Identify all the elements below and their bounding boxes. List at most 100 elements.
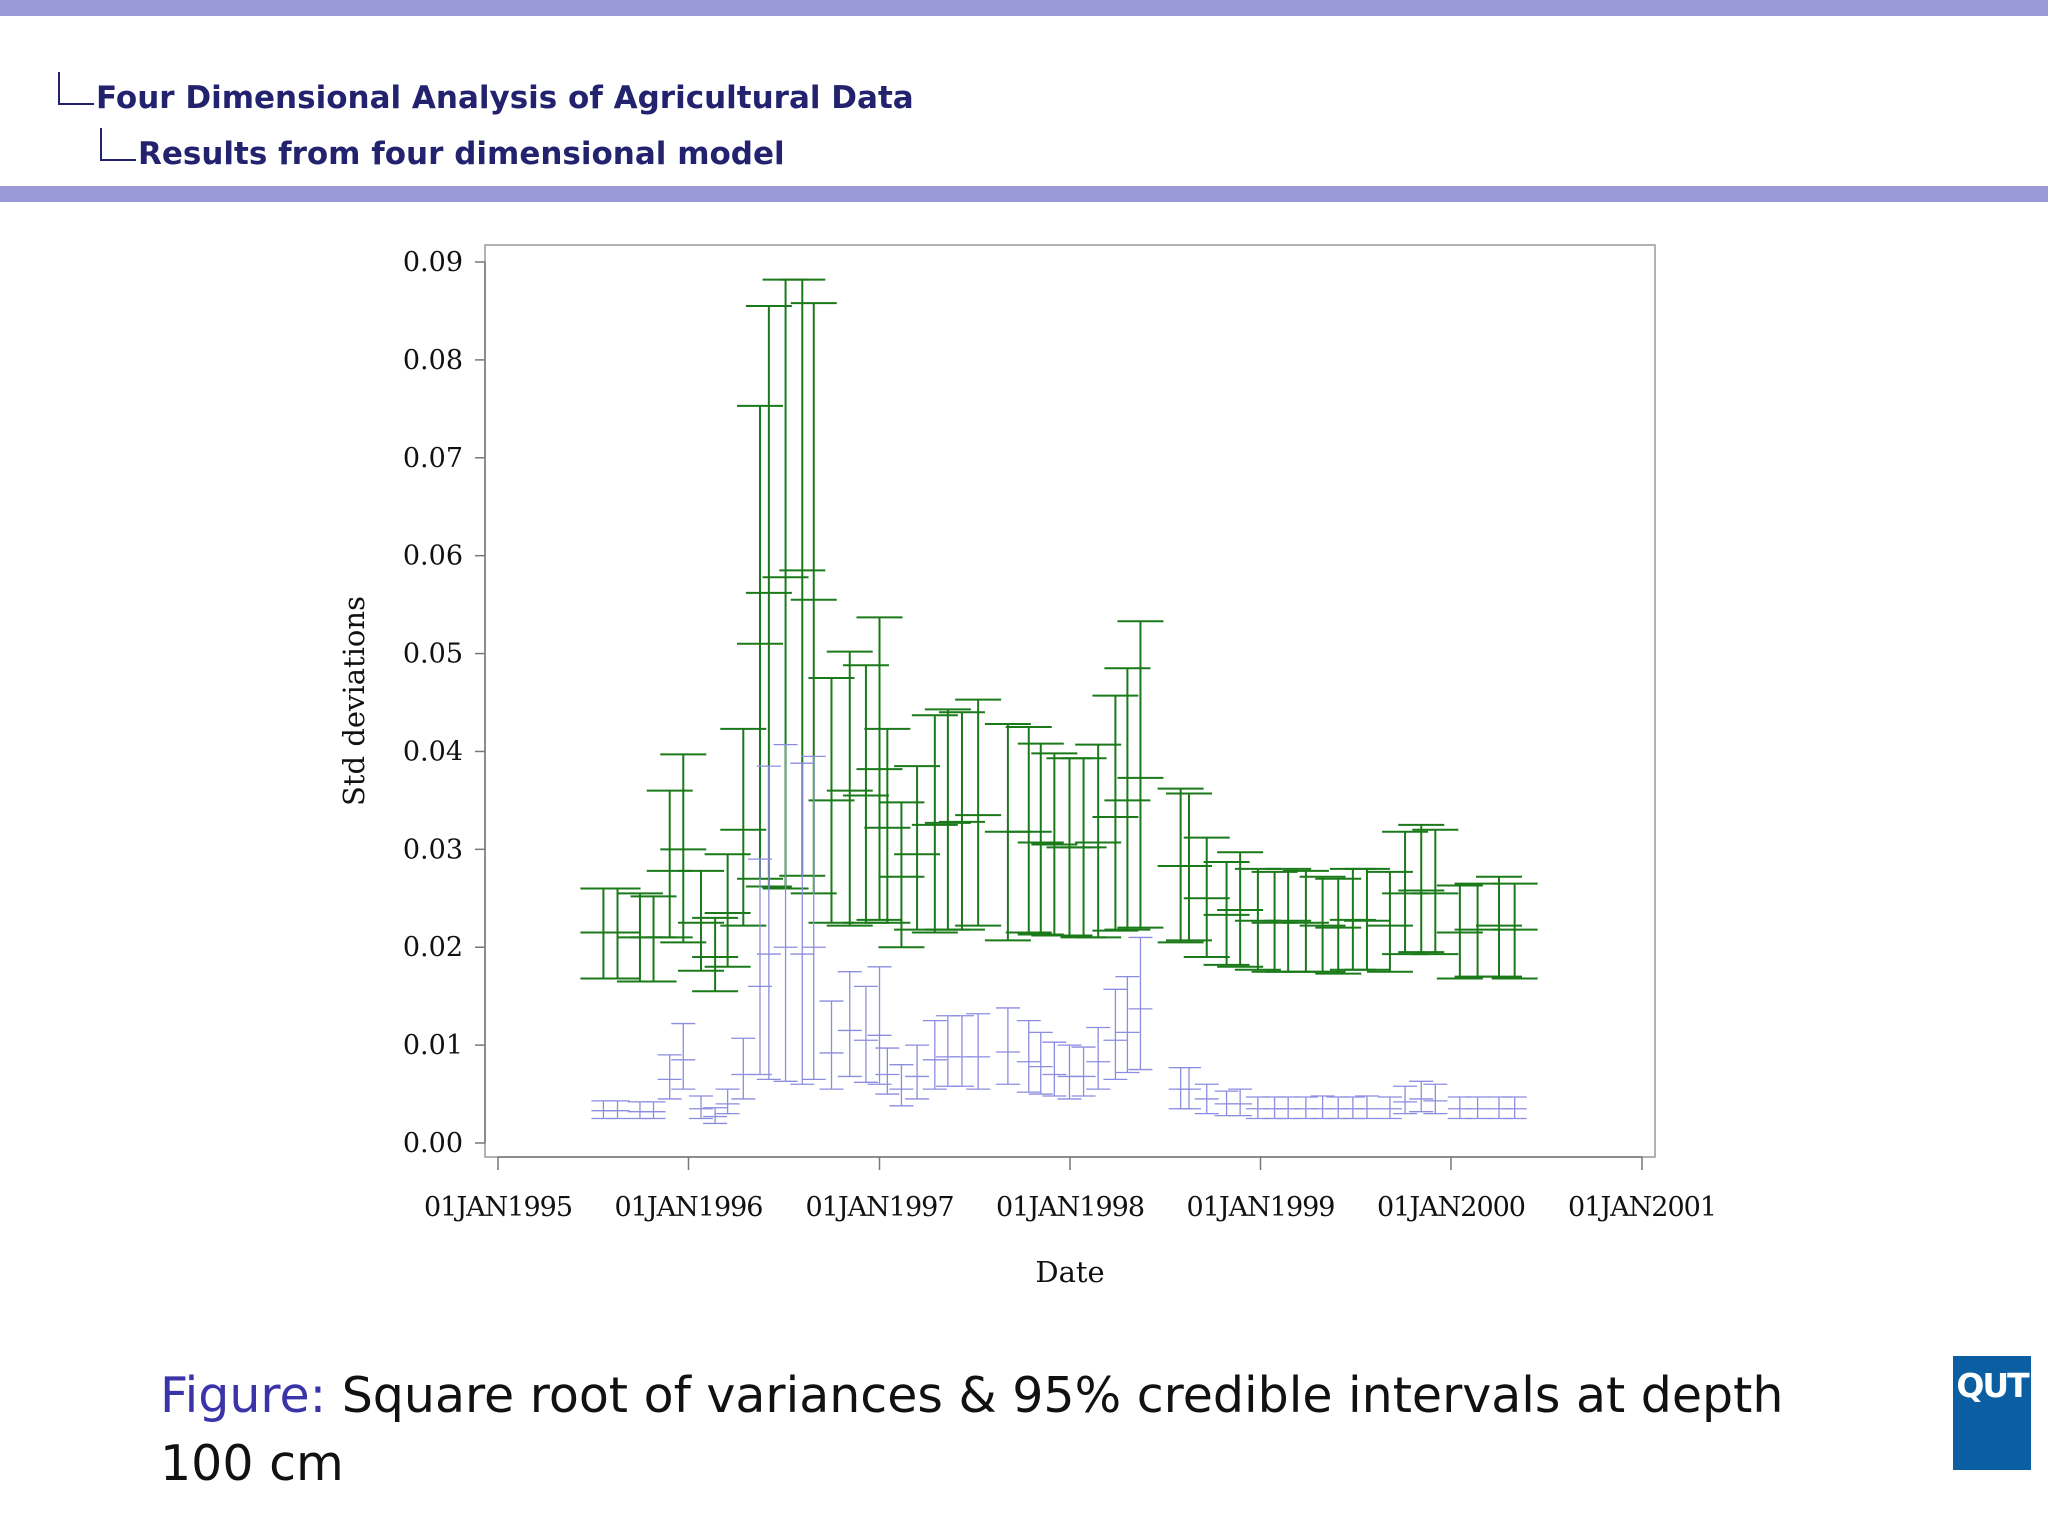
error-bar bbox=[1028, 1031, 1053, 1095]
error-bar bbox=[875, 1047, 900, 1095]
error-bar bbox=[1176, 1066, 1201, 1110]
x-axis-label: Date bbox=[1035, 1255, 1104, 1289]
error-bar bbox=[1487, 1096, 1511, 1120]
error-bar bbox=[1075, 743, 1122, 939]
y-tick-label: 0.00 bbox=[403, 1128, 463, 1159]
error-bar bbox=[689, 1095, 714, 1120]
error-bar bbox=[1491, 882, 1538, 980]
error-bar bbox=[819, 1000, 844, 1090]
caption-label: Figure: bbox=[160, 1367, 327, 1424]
y-tick-label: 0.01 bbox=[403, 1030, 463, 1061]
error-bar bbox=[966, 1013, 991, 1090]
error-bar bbox=[1217, 851, 1264, 968]
error-bar bbox=[1465, 1096, 1490, 1120]
error-bar bbox=[1086, 1026, 1111, 1090]
tree-connector bbox=[100, 128, 136, 161]
error-bar bbox=[1409, 1080, 1434, 1113]
error-bar bbox=[1398, 823, 1445, 954]
error-bar bbox=[773, 743, 798, 1082]
x-tick-label: 01JAN1995 bbox=[424, 1192, 572, 1223]
y-tick-label: 0.02 bbox=[403, 932, 463, 963]
error-bar bbox=[1203, 861, 1250, 966]
error-bar bbox=[1057, 1044, 1082, 1100]
error-bar bbox=[1016, 1019, 1041, 1093]
error-bar bbox=[1165, 792, 1212, 942]
header-bottom-bar bbox=[0, 186, 2048, 202]
x-tick-label: 01JAN1998 bbox=[996, 1192, 1144, 1223]
error-bar bbox=[894, 765, 941, 931]
y-tick-label: 0.05 bbox=[403, 639, 463, 670]
qut-logo: QUT bbox=[1953, 1356, 2031, 1470]
x-axis: 01JAN1995 01JAN1996 01JAN1997 01JAN1998 01JA… bbox=[424, 1156, 1717, 1223]
error-bar bbox=[1071, 1046, 1096, 1097]
subsection-title: Results from four dimensional model bbox=[138, 136, 785, 172]
error-bar bbox=[1005, 725, 1052, 934]
error-bar bbox=[627, 1101, 652, 1120]
series-2 bbox=[591, 743, 1527, 1125]
error-bar bbox=[657, 1054, 682, 1100]
error-bar bbox=[1354, 1095, 1379, 1120]
error-bar bbox=[808, 677, 855, 924]
error-bar bbox=[924, 708, 971, 931]
error-bar bbox=[1423, 1083, 1448, 1115]
error-bar bbox=[731, 1037, 756, 1100]
y-tick-label: 0.07 bbox=[403, 443, 463, 474]
error-bar bbox=[660, 753, 707, 944]
x-tick-label: 01JAN2000 bbox=[1377, 1192, 1525, 1223]
error-bar bbox=[995, 1007, 1020, 1085]
error-bar bbox=[1103, 988, 1128, 1081]
y-tick-label: 0.06 bbox=[403, 541, 463, 572]
error-bar bbox=[591, 1100, 616, 1120]
error-bar bbox=[1412, 828, 1459, 956]
error-bar bbox=[1183, 836, 1230, 959]
error-bar bbox=[678, 869, 725, 972]
plot-frame bbox=[484, 244, 1656, 1158]
error-bar bbox=[1262, 1096, 1287, 1120]
error-bar bbox=[1092, 694, 1139, 932]
error-bar bbox=[671, 1022, 696, 1090]
error-bar bbox=[1104, 667, 1151, 931]
error-bar bbox=[1393, 1085, 1418, 1115]
errorbar-chart: 0.00 0.01 0.02 0.03 0.04 0.05 0.06 0.07 0.08 0.09… bbox=[337, 244, 1717, 1289]
error-bar bbox=[864, 727, 911, 924]
section-title: Four Dimensional Analysis of Agricultura… bbox=[96, 80, 914, 116]
y-axis: 0.00 0.01 0.02 0.03 0.04 0.05 0.06 0.07 0.08 0.09 bbox=[403, 247, 486, 1159]
y-tick-label: 0.03 bbox=[403, 834, 463, 865]
y-tick-label: 0.09 bbox=[403, 247, 463, 278]
x-tick-label: 01JAN1999 bbox=[1186, 1192, 1334, 1223]
error-bar bbox=[1326, 1096, 1351, 1120]
error-bar bbox=[1017, 742, 1064, 936]
error-bar bbox=[801, 755, 826, 1081]
error-bar bbox=[837, 971, 862, 1078]
error-bar bbox=[692, 916, 739, 993]
error-bar bbox=[1060, 757, 1107, 939]
x-tick-label: 01JAN1997 bbox=[805, 1192, 953, 1223]
error-bar bbox=[747, 858, 772, 1076]
error-bar bbox=[1343, 867, 1390, 971]
error-bar bbox=[853, 985, 878, 1083]
error-bar bbox=[605, 1100, 630, 1120]
error-bar bbox=[703, 1107, 728, 1125]
error-bar bbox=[1117, 620, 1164, 929]
error-bar bbox=[949, 1015, 974, 1087]
logo-text: QUT bbox=[1956, 1366, 2029, 1405]
error-bar bbox=[1265, 867, 1312, 973]
error-bar bbox=[790, 762, 815, 1085]
error-bar bbox=[641, 1101, 666, 1120]
error-bar bbox=[756, 765, 781, 1081]
error-bar bbox=[1447, 1096, 1472, 1120]
y-axis-label: Std deviations bbox=[337, 596, 371, 806]
subsection-breadcrumb: Results from four dimensional model bbox=[100, 128, 785, 172]
error-bar bbox=[1436, 884, 1483, 980]
caption-text: Square root of variances & 95% credible … bbox=[160, 1367, 1784, 1492]
x-tick-label: 01JAN2001 bbox=[1568, 1192, 1716, 1223]
error-bar bbox=[955, 698, 1002, 927]
error-bar bbox=[889, 1064, 914, 1107]
error-bar bbox=[856, 616, 903, 921]
error-bar bbox=[1228, 1088, 1253, 1117]
error-bar bbox=[1115, 975, 1140, 1074]
error-bar bbox=[1042, 1041, 1067, 1097]
y-tick-label: 0.08 bbox=[403, 345, 463, 376]
error-bar bbox=[1276, 1096, 1301, 1120]
error-bars bbox=[580, 278, 1538, 1125]
